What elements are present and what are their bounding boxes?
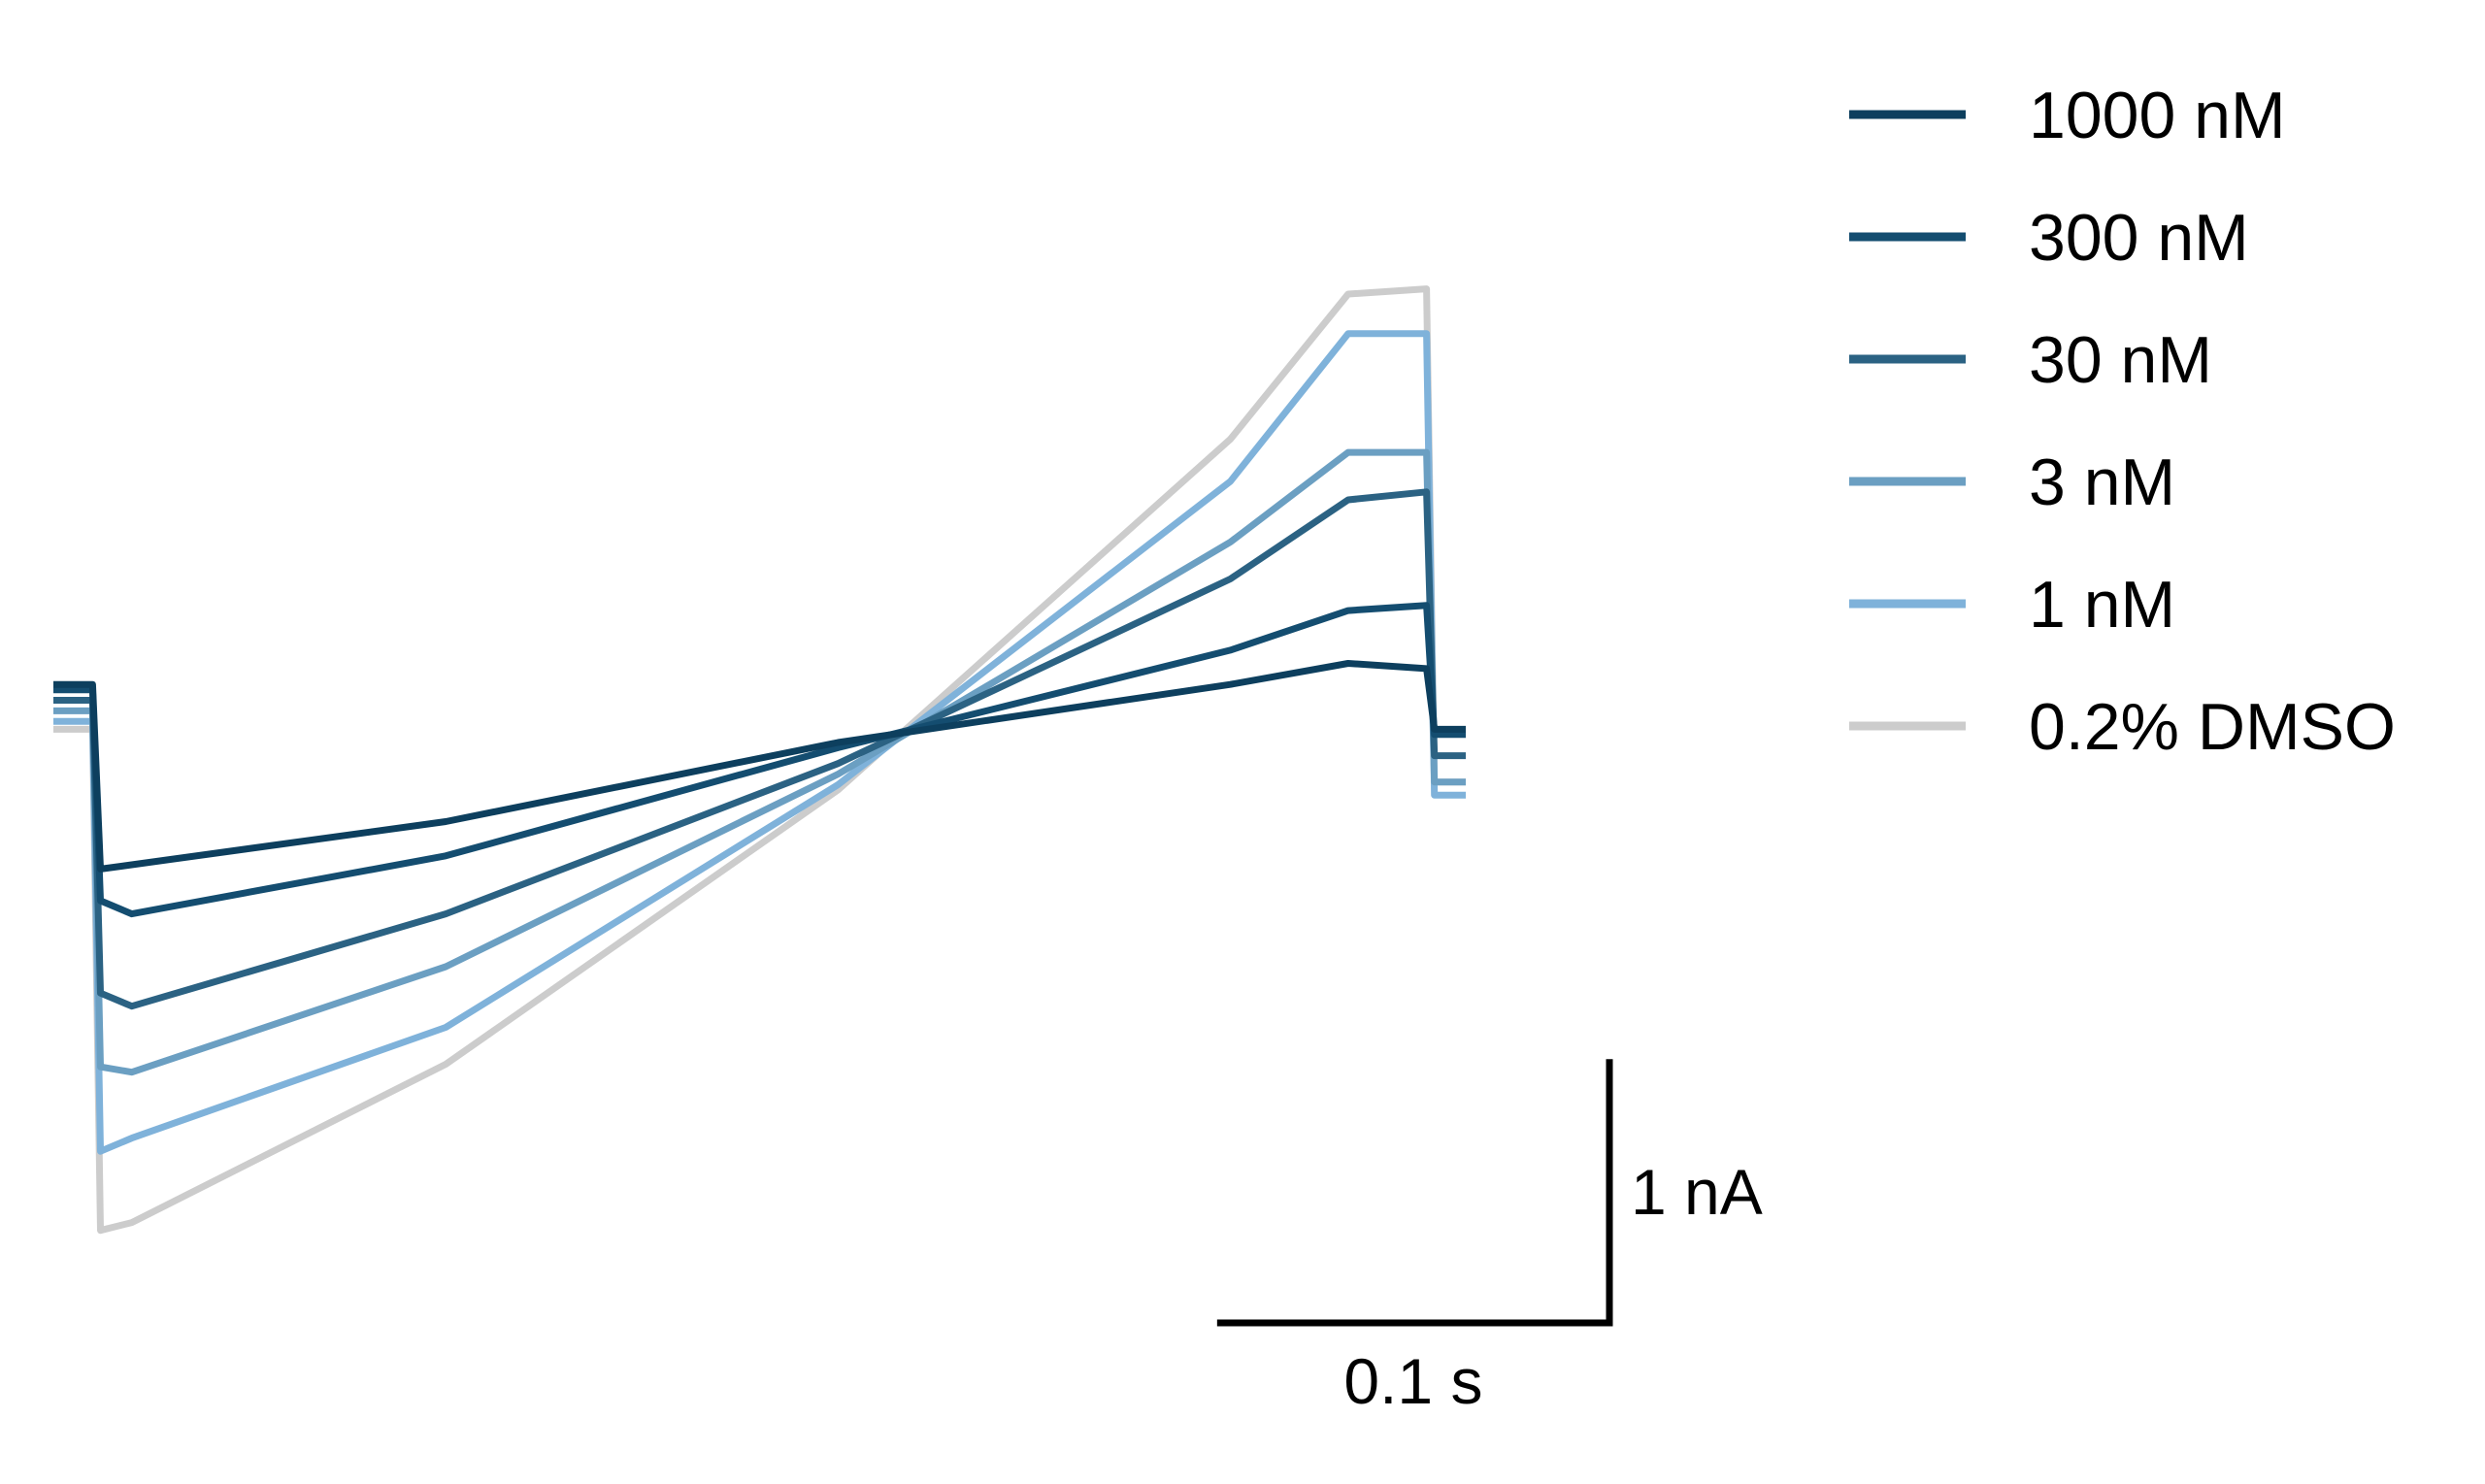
legend-label-0-2-dmso: 0.2% DMSO [2029, 690, 2396, 764]
legend-label-1000-nm: 1000 nM [2029, 79, 2286, 152]
legend-label-1-nm: 1 nM [2029, 568, 2175, 642]
legend-label-3-nm: 3 nM [2029, 445, 2175, 519]
legend-label-30-nm: 30 nM [2029, 323, 2212, 397]
trace-1000-nm [53, 660, 1466, 873]
current-scale-label: 1 nA [1631, 1156, 1763, 1228]
time-scale-label: 0.1 s [1343, 1345, 1482, 1417]
legend: 1000 nM 300 nM 30 nM 3 nM 1 nM 0.2% DMSO [1849, 79, 2396, 764]
trace-group [53, 285, 1466, 1235]
scale-bar: 0.1 s 1 nA [1216, 1059, 1763, 1417]
trace-30-nm [53, 488, 1466, 1010]
legend-label-300-nm: 300 nM [2029, 201, 2249, 275]
trace-3-nm [53, 448, 1466, 1076]
